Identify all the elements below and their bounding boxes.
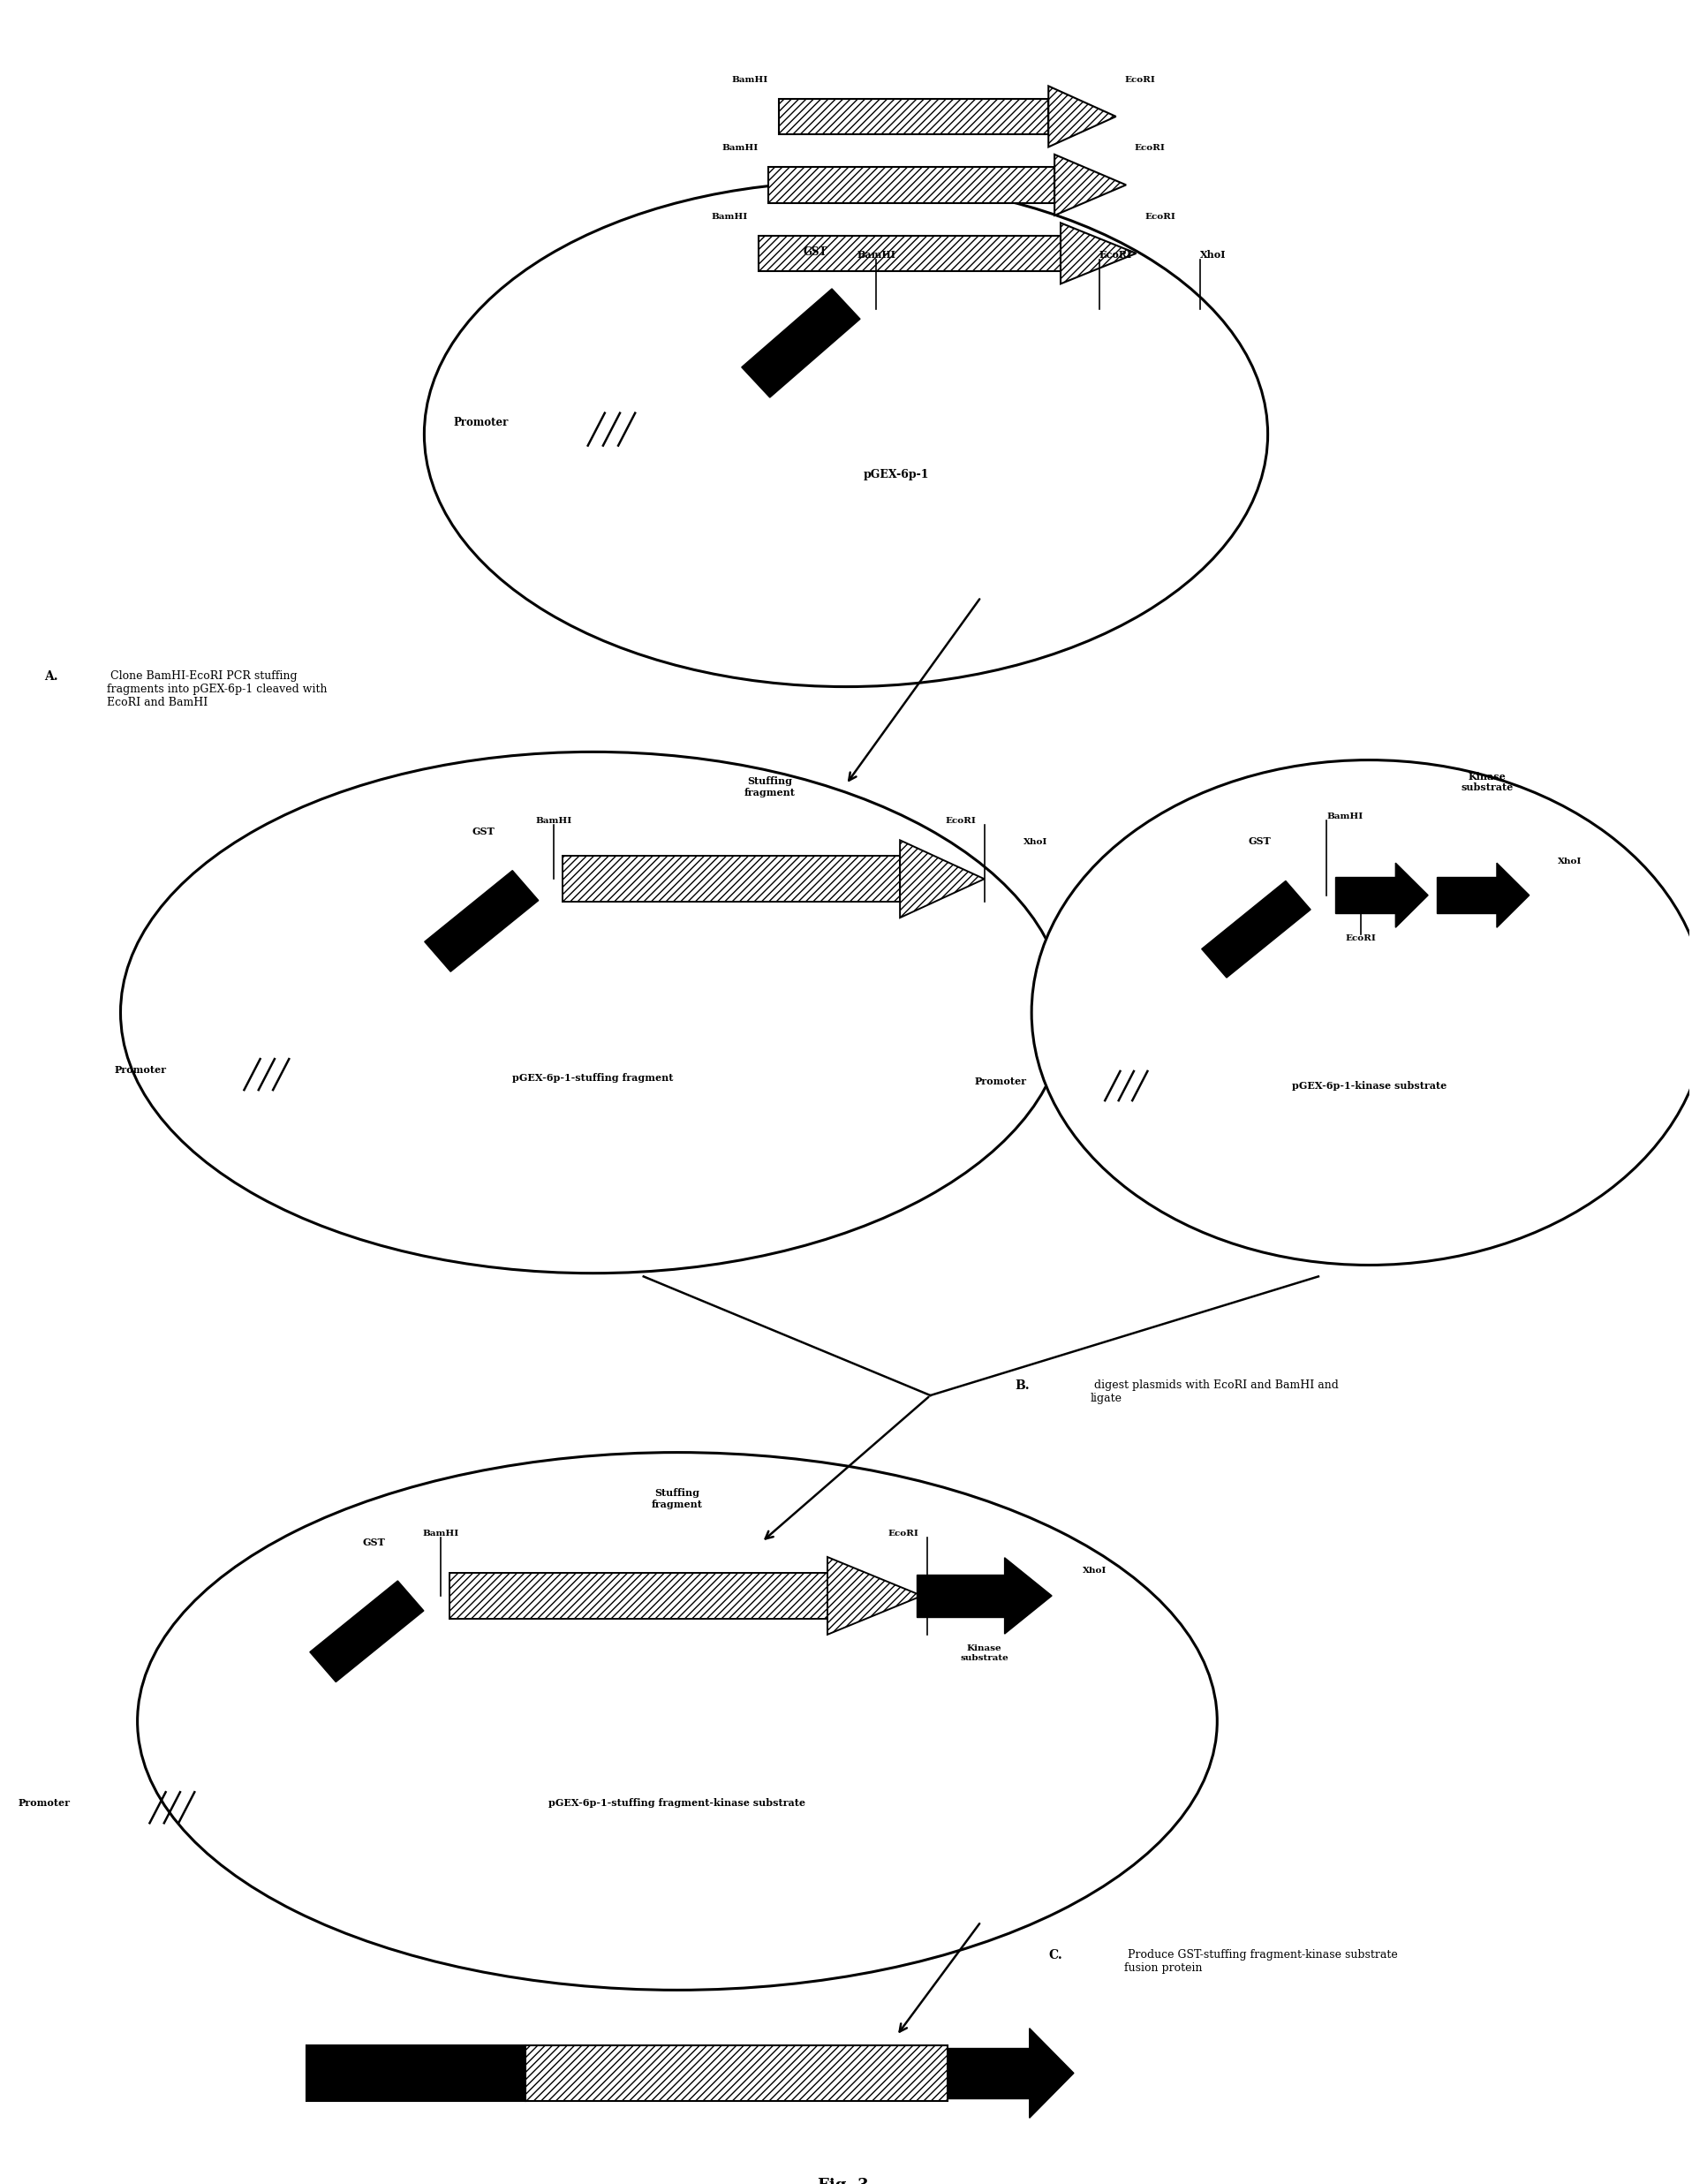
Ellipse shape — [120, 751, 1066, 1273]
Text: pGEX-6p-1-stuffing fragment: pGEX-6p-1-stuffing fragment — [513, 1072, 673, 1083]
Text: pGEX-6p-1: pGEX-6p-1 — [863, 470, 929, 480]
Text: BamHI: BamHI — [536, 817, 572, 826]
Bar — [948, 2049, 1029, 2099]
Bar — [758, 236, 1061, 271]
Text: BamHI: BamHI — [423, 1529, 459, 1538]
Text: Stuffing
fragment: Stuffing fragment — [744, 778, 795, 797]
Text: Produce GST-stuffing fragment-kinase substrate
fusion protein: Produce GST-stuffing fragment-kinase sub… — [1125, 1950, 1398, 1974]
Polygon shape — [425, 871, 538, 972]
Bar — [526, 2046, 948, 2101]
Text: EcoRI: EcoRI — [1144, 212, 1176, 221]
Text: digest plasmids with EcoRI and BamHI and
ligate: digest plasmids with EcoRI and BamHI and… — [1091, 1378, 1338, 1404]
Ellipse shape — [1032, 760, 1692, 1265]
Text: Promoter: Promoter — [975, 1077, 1027, 1085]
Text: B.: B. — [1015, 1378, 1029, 1391]
Text: Promoter: Promoter — [113, 1066, 166, 1075]
Polygon shape — [741, 288, 860, 397]
Bar — [562, 856, 900, 902]
Text: XhoI: XhoI — [1083, 1566, 1107, 1575]
Ellipse shape — [137, 1452, 1217, 1990]
Polygon shape — [1054, 155, 1127, 216]
Text: EcoRI: EcoRI — [1345, 935, 1376, 941]
Polygon shape — [900, 841, 985, 917]
Text: BamHI: BamHI — [722, 144, 758, 153]
Polygon shape — [1061, 223, 1137, 284]
Polygon shape — [1005, 1557, 1052, 1634]
Text: GST: GST — [472, 828, 494, 836]
Text: GST: GST — [362, 1538, 386, 1546]
Bar — [450, 1572, 827, 1618]
Text: XhoI: XhoI — [1558, 858, 1582, 865]
Bar — [768, 166, 1054, 203]
Text: BamHI: BamHI — [712, 212, 748, 221]
Text: GST: GST — [1249, 836, 1271, 847]
Text: Clone BamHI-EcoRI PCR stuffing
fragments into pGEX-6p-1 cleaved with
EcoRI and B: Clone BamHI-EcoRI PCR stuffing fragments… — [107, 670, 327, 708]
Text: Kinase
substrate: Kinase substrate — [959, 1645, 1008, 1662]
Polygon shape — [310, 1581, 423, 1682]
Text: EcoRI: EcoRI — [1125, 76, 1156, 83]
Text: Promoter: Promoter — [453, 417, 509, 428]
Text: GST: GST — [804, 247, 827, 258]
Bar — [917, 1575, 1005, 1616]
Text: EcoRI: EcoRI — [1135, 144, 1166, 153]
Text: pGEX-6p-1-stuffing fragment-kinase substrate: pGEX-6p-1-stuffing fragment-kinase subst… — [548, 1797, 805, 1808]
Text: C.: C. — [1049, 1950, 1063, 1961]
Text: pGEX-6p-1-kinase substrate: pGEX-6p-1-kinase substrate — [1291, 1081, 1447, 1090]
Polygon shape — [1049, 85, 1117, 146]
Bar — [306, 2046, 526, 2101]
Text: BamHI: BamHI — [1327, 812, 1364, 821]
Bar — [778, 98, 1049, 135]
Text: Kinase
substrate: Kinase substrate — [1460, 771, 1513, 793]
Text: Fig. 3.: Fig. 3. — [817, 2177, 875, 2184]
Polygon shape — [827, 1557, 922, 1634]
Text: XhoI: XhoI — [1200, 251, 1227, 260]
Text: A.: A. — [44, 670, 59, 684]
Bar — [1335, 878, 1396, 913]
Polygon shape — [1201, 880, 1311, 978]
Text: EcoRI: EcoRI — [1100, 251, 1132, 260]
Text: BamHI: BamHI — [733, 76, 768, 83]
Text: Stuffing
fragment: Stuffing fragment — [651, 1489, 702, 1509]
Ellipse shape — [425, 181, 1267, 686]
Polygon shape — [1029, 2029, 1074, 2118]
Text: EcoRI: EcoRI — [888, 1529, 919, 1538]
Polygon shape — [1396, 863, 1428, 928]
Text: Promoter: Promoter — [19, 1797, 69, 1808]
Bar — [1437, 878, 1497, 913]
Text: EcoRI: EcoRI — [946, 817, 976, 826]
Polygon shape — [1497, 863, 1530, 928]
Text: XhoI: XhoI — [1024, 839, 1047, 847]
Text: BamHI: BamHI — [856, 251, 895, 260]
